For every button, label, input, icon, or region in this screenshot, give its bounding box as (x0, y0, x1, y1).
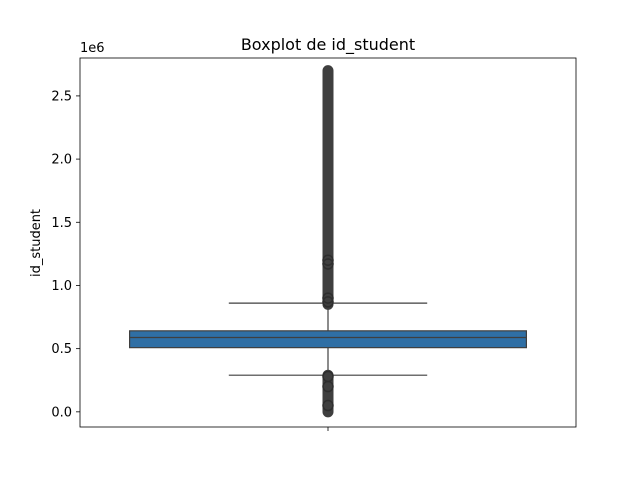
y-axis-offset-label: 1e6 (80, 41, 105, 56)
y-tick-label: 0.0 (51, 405, 72, 420)
chart-title: Boxplot de id_student (241, 35, 415, 55)
iqr-box (129, 330, 527, 349)
outlier-point (322, 399, 334, 412)
y-axis: 0.0 0.5 1.0 1.5 2.0 2.5 (51, 89, 80, 420)
y-tick-label: 1.5 (51, 216, 72, 231)
outlier-point (322, 292, 334, 304)
outlier-point (322, 254, 334, 266)
outlier-point (322, 380, 334, 393)
y-tick-label: 1.0 (51, 279, 72, 294)
outlier-point (322, 296, 334, 308)
y-tick-label: 0.5 (51, 342, 72, 357)
y-tick-label: 2.0 (51, 153, 72, 168)
y-tick-label: 2.5 (51, 89, 72, 104)
boxplot-marks (129, 65, 527, 418)
y-axis-label: id_student (29, 209, 44, 277)
outlier-point (322, 258, 334, 270)
outliers-high (322, 65, 334, 310)
